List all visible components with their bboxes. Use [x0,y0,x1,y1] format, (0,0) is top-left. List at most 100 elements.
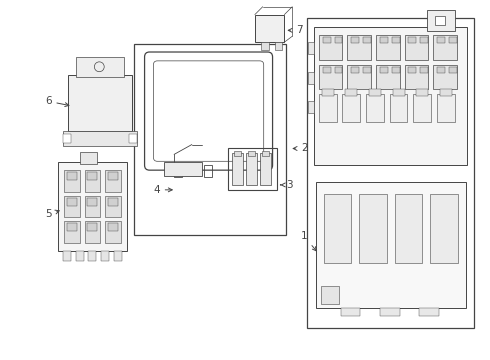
Bar [345,89,357,96]
Bar [101,251,109,261]
Bar [134,44,286,235]
Bar [420,67,428,73]
Text: 5: 5 [45,210,59,220]
Bar [67,223,76,231]
Bar [359,194,387,263]
Bar [437,67,445,73]
Text: 2: 2 [293,144,307,153]
Bar [351,67,359,73]
Bar [319,65,343,89]
Bar [319,94,337,122]
Bar [108,198,118,206]
Bar [89,251,97,261]
Bar [108,172,118,180]
Bar [323,37,331,43]
Text: 1: 1 [301,231,317,251]
Bar [261,42,269,50]
Bar [316,182,466,308]
Bar [88,172,98,180]
Bar [314,27,466,165]
Bar [322,89,334,96]
Bar [376,65,399,89]
Bar [392,67,399,73]
Bar [433,35,457,60]
Bar [449,67,457,73]
Bar [63,131,137,145]
Bar [64,221,79,243]
Bar [366,94,384,122]
Bar [419,308,439,316]
Bar [351,37,359,43]
Bar [114,251,122,261]
Bar [369,89,381,96]
Bar [308,72,314,84]
Bar [390,94,408,122]
Bar [88,198,98,206]
Bar [164,162,202,176]
Bar [232,153,243,185]
Bar [68,75,132,131]
Text: 6: 6 [45,96,69,107]
Bar [63,251,71,261]
Bar [174,165,182,177]
Bar [58,162,127,251]
Bar [449,37,457,43]
Bar [380,67,388,73]
Bar [64,170,79,192]
Bar [88,223,98,231]
Bar [248,152,255,156]
Bar [392,37,399,43]
Bar [380,308,399,316]
Bar [79,152,98,164]
Bar [308,101,314,113]
Bar [75,251,83,261]
Bar [409,37,416,43]
Text: 4: 4 [153,185,172,195]
Bar [84,170,100,192]
Bar [262,152,269,156]
Bar [84,221,100,243]
Bar [129,134,137,143]
Bar [246,153,257,185]
Bar [67,198,76,206]
Bar [409,67,416,73]
Bar [234,152,241,156]
Bar [321,286,339,304]
Bar [75,57,124,77]
Bar [324,194,351,263]
Bar [420,37,428,43]
Bar [405,65,428,89]
Bar [414,94,431,122]
Bar [308,42,314,54]
Bar [84,196,100,217]
Bar [341,308,360,316]
Bar [108,223,118,231]
Bar [427,10,455,31]
Bar [435,15,445,26]
Bar [105,221,121,243]
Bar [63,134,71,143]
Bar [380,37,388,43]
Bar [363,67,371,73]
Bar [405,35,428,60]
Bar [67,172,76,180]
Bar [255,15,284,42]
Bar [430,194,458,263]
Bar [363,37,371,43]
Bar [204,165,212,177]
Bar [440,89,452,96]
Bar [347,35,371,60]
Bar [347,65,371,89]
Bar [343,94,360,122]
Bar [323,67,331,73]
Bar [105,170,121,192]
Bar [335,67,343,73]
Text: 3: 3 [280,180,293,190]
Bar [319,35,343,60]
Bar [105,196,121,217]
Bar [335,37,343,43]
Text: 7: 7 [288,25,302,35]
Bar [307,18,474,328]
Bar [376,35,399,60]
Bar [433,65,457,89]
